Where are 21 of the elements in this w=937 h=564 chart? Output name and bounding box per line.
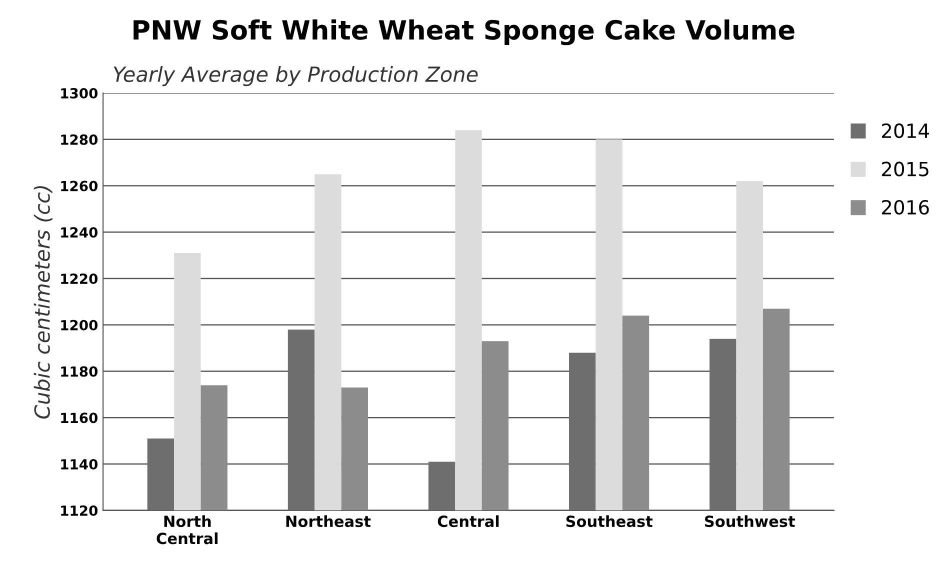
y-tick-label: 1240: [61, 227, 98, 238]
x-tick-label: Northeast: [286, 515, 371, 528]
legend-label: 2016: [882, 200, 929, 215]
x-tick-label: Central: [438, 515, 499, 528]
y-tick-label: 1140: [61, 459, 98, 470]
y-tick-label: 1260: [61, 180, 98, 192]
y-tick-label: 1300: [61, 88, 98, 99]
y-tick-label: 1280: [61, 134, 98, 145]
y-tick-label: 1220: [61, 274, 98, 284]
x-tick-label: North Central: [156, 515, 218, 544]
legend-label: 2015: [882, 162, 928, 176]
x-tick-label: Southwest: [704, 515, 795, 528]
y-tick-label: 1200: [61, 320, 98, 330]
chart-title: PNW Soft White Wheat Sponge Cake Volume: [134, 19, 794, 46]
y-axis-title: Cubic centimeters (cc): [34, 186, 52, 419]
x-tick-label: Southeast: [566, 515, 653, 528]
y-tick-label: 1160: [61, 412, 98, 424]
legend-label: 2014: [882, 123, 929, 138]
y-tick-label: 1180: [61, 366, 98, 377]
chart-subtitle: Yearly Average by Production Zone: [114, 66, 478, 86]
y-tick-label: 1120: [61, 505, 98, 516]
